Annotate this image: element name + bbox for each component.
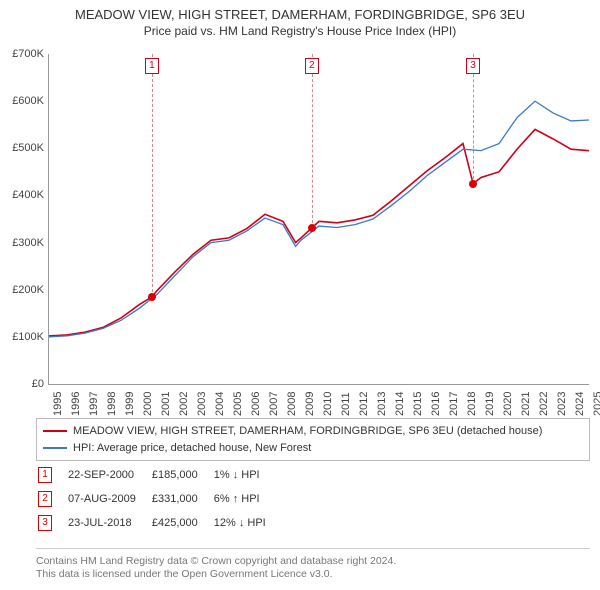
chart-title: MEADOW VIEW, HIGH STREET, DAMERHAM, FORD… bbox=[0, 0, 600, 24]
x-tick-label: 2013 bbox=[376, 392, 388, 416]
y-tick-label: £400K bbox=[0, 189, 44, 201]
x-tick-label: 2022 bbox=[538, 392, 550, 416]
x-tick-label: 1997 bbox=[88, 392, 100, 416]
x-tick-label: 2000 bbox=[142, 392, 154, 416]
y-tick-label: £200K bbox=[0, 284, 44, 296]
event-price: £425,000 bbox=[152, 512, 212, 534]
event-delta: 1% ↓ HPI bbox=[214, 464, 280, 486]
x-tick-label: 2016 bbox=[430, 392, 442, 416]
x-tick-label: 2004 bbox=[214, 392, 226, 416]
footer: Contains HM Land Registry data © Crown c… bbox=[36, 548, 590, 582]
legend-item: MEADOW VIEW, HIGH STREET, DAMERHAM, FORD… bbox=[43, 423, 583, 440]
event-row: 1 22-SEP-2000£185,0001% ↓ HPI bbox=[38, 464, 280, 486]
legend-swatch bbox=[43, 430, 67, 432]
event-marker-dot bbox=[308, 224, 316, 232]
event-price: £185,000 bbox=[152, 464, 212, 486]
events-table: 1 22-SEP-2000£185,0001% ↓ HPI 2 07-AUG-2009… bbox=[36, 462, 282, 536]
legend-label: MEADOW VIEW, HIGH STREET, DAMERHAM, FORD… bbox=[73, 423, 542, 440]
event-date: 22-SEP-2000 bbox=[68, 464, 150, 486]
event-marker-box: 3 bbox=[466, 58, 480, 74]
line-series bbox=[49, 54, 589, 384]
event-num: 3 bbox=[38, 515, 52, 531]
y-tick-label: £300K bbox=[0, 237, 44, 249]
y-tick-label: £500K bbox=[0, 142, 44, 154]
x-tick-label: 1995 bbox=[52, 392, 64, 416]
series-line bbox=[49, 101, 589, 337]
plot-area: 1 2 3 bbox=[48, 54, 589, 385]
series-line bbox=[49, 129, 589, 335]
event-row: 2 07-AUG-2009£331,0006% ↑ HPI bbox=[38, 488, 280, 510]
legend: MEADOW VIEW, HIGH STREET, DAMERHAM, FORD… bbox=[36, 418, 590, 461]
event-marker-line bbox=[152, 54, 153, 297]
y-tick-label: £100K bbox=[0, 331, 44, 343]
footer-line2: This data is licensed under the Open Gov… bbox=[36, 568, 333, 580]
y-tick-label: £700K bbox=[0, 48, 44, 60]
y-tick-label: £600K bbox=[0, 95, 44, 107]
x-tick-label: 2003 bbox=[196, 392, 208, 416]
x-tick-label: 2023 bbox=[556, 392, 568, 416]
event-marker-box: 1 bbox=[145, 58, 159, 74]
event-date: 07-AUG-2009 bbox=[68, 488, 150, 510]
chart-container: MEADOW VIEW, HIGH STREET, DAMERHAM, FORD… bbox=[0, 0, 600, 590]
event-row: 3 23-JUL-2018£425,00012% ↓ HPI bbox=[38, 512, 280, 534]
event-date: 23-JUL-2018 bbox=[68, 512, 150, 534]
legend-label: HPI: Average price, detached house, New … bbox=[73, 440, 311, 457]
event-marker-dot bbox=[469, 180, 477, 188]
event-marker-box: 2 bbox=[305, 58, 319, 74]
x-tick-label: 2009 bbox=[304, 392, 316, 416]
legend-swatch bbox=[43, 447, 67, 449]
x-tick-label: 1998 bbox=[106, 392, 118, 416]
event-delta: 6% ↑ HPI bbox=[214, 488, 280, 510]
x-tick-label: 2017 bbox=[448, 392, 460, 416]
x-tick-label: 2010 bbox=[322, 392, 334, 416]
footer-line1: Contains HM Land Registry data © Crown c… bbox=[36, 555, 396, 567]
y-tick-label: £0 bbox=[0, 378, 44, 390]
x-tick-label: 2012 bbox=[358, 392, 370, 416]
x-tick-label: 2002 bbox=[178, 392, 190, 416]
event-num: 1 bbox=[38, 467, 52, 483]
x-tick-label: 2001 bbox=[160, 392, 172, 416]
x-tick-label: 2015 bbox=[412, 392, 424, 416]
x-tick-label: 1999 bbox=[124, 392, 136, 416]
legend-item: HPI: Average price, detached house, New … bbox=[43, 440, 583, 457]
x-tick-label: 2008 bbox=[286, 392, 298, 416]
event-marker-dot bbox=[148, 293, 156, 301]
x-tick-label: 2014 bbox=[394, 392, 406, 416]
event-delta: 12% ↓ HPI bbox=[214, 512, 280, 534]
x-tick-label: 2007 bbox=[268, 392, 280, 416]
x-tick-label: 2021 bbox=[520, 392, 532, 416]
event-price: £331,000 bbox=[152, 488, 212, 510]
x-tick-label: 1996 bbox=[70, 392, 82, 416]
x-tick-label: 2005 bbox=[232, 392, 244, 416]
x-tick-label: 2011 bbox=[340, 392, 352, 416]
x-tick-label: 2020 bbox=[502, 392, 514, 416]
x-tick-label: 2019 bbox=[484, 392, 496, 416]
x-tick-label: 2018 bbox=[466, 392, 478, 416]
x-tick-label: 2006 bbox=[250, 392, 262, 416]
event-num: 2 bbox=[38, 491, 52, 507]
x-tick-label: 2024 bbox=[574, 392, 586, 416]
chart-subtitle: Price paid vs. HM Land Registry's House … bbox=[0, 24, 600, 38]
x-tick-label: 2025 bbox=[592, 392, 600, 416]
event-marker-line bbox=[312, 54, 313, 228]
